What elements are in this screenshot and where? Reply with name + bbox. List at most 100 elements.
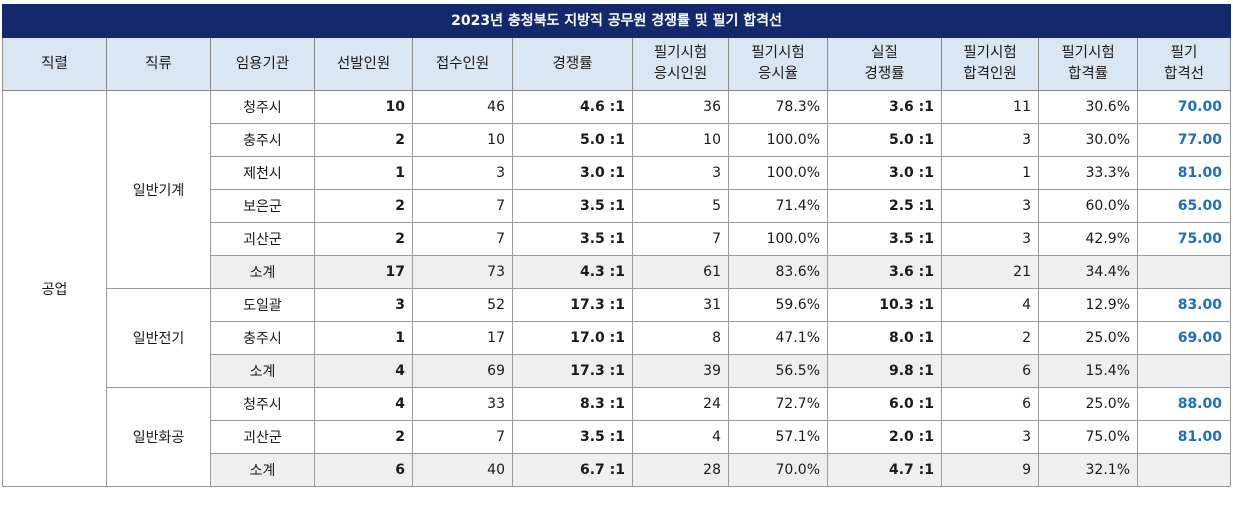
ratio-cell: 8.3 :1 <box>512 387 633 421</box>
pass-cell: 11 <box>941 90 1039 124</box>
select-cell: 17 <box>314 255 413 289</box>
subtotal-row: 소계 17 73 4.3 :1 61 83.6% 3.6 :1 21 34.4% <box>3 255 1231 289</box>
select-cell: 1 <box>314 156 413 190</box>
real-ratio-cell: 4.7 :1 <box>827 453 942 487</box>
select-cell: 2 <box>314 420 413 454</box>
ratio-cell: 5.0 :1 <box>512 123 633 157</box>
cutoff-cell: 81.00 <box>1137 156 1231 190</box>
apply-cell: 10 <box>412 123 513 157</box>
exam-cell: 8 <box>632 321 729 355</box>
agency-cell: 괴산군 <box>210 222 315 256</box>
exam-cell: 7 <box>632 222 729 256</box>
header-cell: 필기 합격선 <box>1137 37 1231 91</box>
pass-cell: 3 <box>941 123 1039 157</box>
header-cell: 필기시험 응시율 <box>728 37 828 91</box>
cutoff-cell: 69.00 <box>1137 321 1231 355</box>
exam-cell: 3 <box>632 156 729 190</box>
apply-cell: 7 <box>412 222 513 256</box>
apply-cell: 69 <box>412 354 513 388</box>
ratio-cell: 3.0 :1 <box>512 156 633 190</box>
pass-cell: 3 <box>941 189 1039 223</box>
table-container: 2023년 충청북도 지방직 공무원 경쟁률 및 필기 합격선 직렬 직류 임용… <box>2 4 1232 487</box>
exam-cell: 10 <box>632 123 729 157</box>
apply-cell: 52 <box>412 288 513 322</box>
pass-rate-cell: 30.6% <box>1038 90 1138 124</box>
exam-rate-cell: 83.6% <box>728 255 828 289</box>
real-ratio-cell: 3.5 :1 <box>827 222 942 256</box>
exam-rate-cell: 59.6% <box>728 288 828 322</box>
agency-cell: 도일괄 <box>210 288 315 322</box>
exam-rate-cell: 70.0% <box>728 453 828 487</box>
table-row: 일반화공 청주시 4 33 8.3 :1 24 72.7% 6.0 :1 6 25.0% 88.00 <box>3 387 1231 487</box>
exam-cell: 36 <box>632 90 729 124</box>
header-cell: 접수인원 <box>412 37 513 91</box>
exam-cell: 61 <box>632 255 729 289</box>
pass-rate-cell: 60.0% <box>1038 189 1138 223</box>
pass-cell: 6 <box>941 354 1039 388</box>
header-cell: 직렬 <box>2 37 107 91</box>
apply-cell: 73 <box>412 255 513 289</box>
real-ratio-cell: 3.6 :1 <box>827 255 942 289</box>
real-ratio-cell: 3.6 :1 <box>827 90 942 124</box>
real-ratio-cell: 6.0 :1 <box>827 387 942 421</box>
cutoff-cell: 83.00 <box>1137 288 1231 322</box>
real-ratio-cell: 2.0 :1 <box>827 420 942 454</box>
cutoff-cell: 88.00 <box>1137 387 1231 421</box>
table-row: 괴산군 2 7 3.5 :1 4 57.1% 2.0 :1 3 75.0% 81.00 <box>3 420 1231 454</box>
table-row: 일반전기 도일괄 3 52 17.3 :1 31 59.6% 10.3 :1 4 12.9% 83.… <box>3 288 1231 388</box>
apply-cell: 7 <box>412 189 513 223</box>
exam-rate-cell: 47.1% <box>728 321 828 355</box>
pass-cell: 4 <box>941 288 1039 322</box>
header-cell: 선발인원 <box>314 37 413 91</box>
pass-cell: 3 <box>941 222 1039 256</box>
header-cell: 임용기관 <box>210 37 315 91</box>
series-cell: 공업 <box>2 90 107 487</box>
ratio-cell: 3.5 :1 <box>512 189 633 223</box>
pass-cell: 9 <box>941 453 1039 487</box>
pass-cell: 6 <box>941 387 1039 421</box>
ratio-cell: 17.3 :1 <box>512 354 633 388</box>
category-cell: 일반기계 <box>106 90 211 289</box>
competition-table: 2023년 충청북도 지방직 공무원 경쟁률 및 필기 합격선 직렬 직류 임용… <box>2 4 1231 487</box>
pass-cell: 1 <box>941 156 1039 190</box>
ratio-cell: 3.5 :1 <box>512 420 633 454</box>
header-cell: 필기시험 합격인원 <box>941 37 1039 91</box>
subtotal-row: 소계 4 69 17.3 :1 39 56.5% 9.8 :1 6 15.4% <box>3 354 1231 388</box>
cutoff-cell: 65.00 <box>1137 189 1231 223</box>
select-cell: 4 <box>314 387 413 421</box>
exam-rate-cell: 57.1% <box>728 420 828 454</box>
exam-rate-cell: 78.3% <box>728 90 828 124</box>
pass-cell: 2 <box>941 321 1039 355</box>
real-ratio-cell: 8.0 :1 <box>827 321 942 355</box>
pass-rate-cell: 12.9% <box>1038 288 1138 322</box>
real-ratio-cell: 5.0 :1 <box>827 123 942 157</box>
agency-cell: 충주시 <box>210 321 315 355</box>
exam-cell: 5 <box>632 189 729 223</box>
category-cell: 일반전기 <box>106 288 211 388</box>
pass-rate-cell: 30.0% <box>1038 123 1138 157</box>
real-ratio-cell: 2.5 :1 <box>827 189 942 223</box>
cutoff-cell: 70.00 <box>1137 90 1231 124</box>
exam-rate-cell: 100.0% <box>728 123 828 157</box>
cutoff-cell: 81.00 <box>1137 420 1231 454</box>
apply-cell: 33 <box>412 387 513 421</box>
cutoff-cell <box>1137 453 1231 487</box>
exam-cell: 28 <box>632 453 729 487</box>
exam-cell: 4 <box>632 420 729 454</box>
select-cell: 1 <box>314 321 413 355</box>
select-cell: 6 <box>314 453 413 487</box>
apply-cell: 17 <box>412 321 513 355</box>
ratio-cell: 4.3 :1 <box>512 255 633 289</box>
exam-rate-cell: 72.7% <box>728 387 828 421</box>
ratio-cell: 6.7 :1 <box>512 453 633 487</box>
header-cell: 필기시험 합격률 <box>1038 37 1138 91</box>
exam-rate-cell: 100.0% <box>728 156 828 190</box>
agency-cell: 청주시 <box>210 90 315 124</box>
agency-cell: 소계 <box>210 354 315 388</box>
pass-rate-cell: 25.0% <box>1038 387 1138 421</box>
table-row: 보은군 2 7 3.5 :1 5 71.4% 2.5 :1 3 60.0% 65.00 <box>3 189 1231 223</box>
cutoff-cell: 77.00 <box>1137 123 1231 157</box>
cutoff-cell <box>1137 354 1231 388</box>
header-cell: 경쟁률 <box>512 37 633 91</box>
pass-rate-cell: 75.0% <box>1038 420 1138 454</box>
